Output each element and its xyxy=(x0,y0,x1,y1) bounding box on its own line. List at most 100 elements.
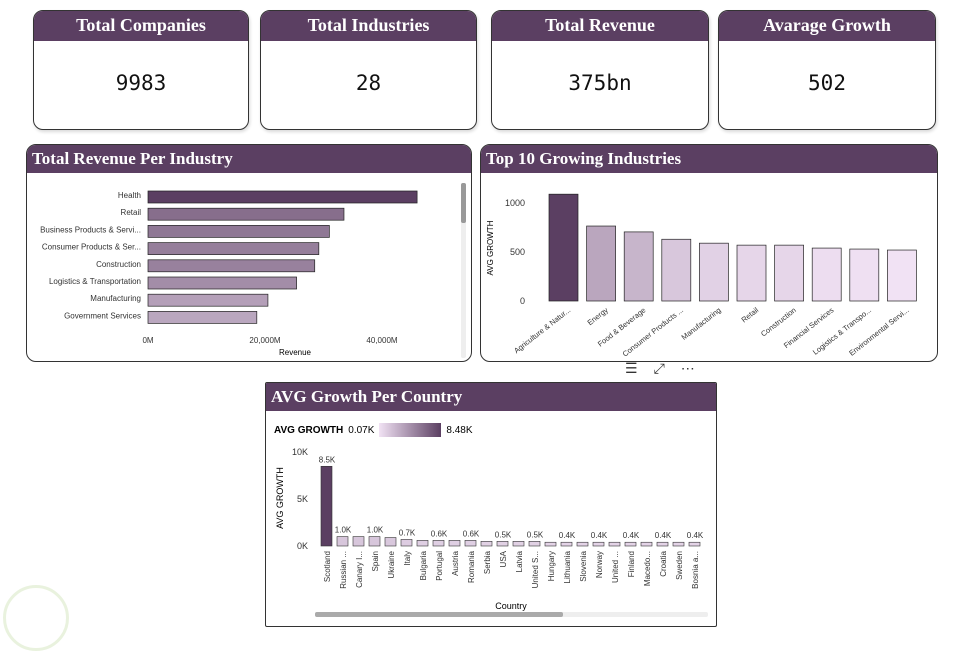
bar xyxy=(576,541,589,547)
category-label: Finland xyxy=(627,551,636,577)
category-label: Spain xyxy=(371,551,380,571)
x-tick-label: 0M xyxy=(142,336,153,345)
category-label: USA xyxy=(499,550,508,567)
category-label: Agriculture & Natur... xyxy=(512,305,572,355)
scrollbar-thumb[interactable] xyxy=(315,612,563,617)
filter-icon[interactable]: ☰ xyxy=(625,360,638,376)
bar xyxy=(147,242,320,255)
x-tick-label: 40,000M xyxy=(366,336,397,345)
category-label: United S... xyxy=(531,551,540,588)
bar xyxy=(887,249,917,302)
bar xyxy=(147,311,258,324)
category-label: Russian ... xyxy=(339,551,348,589)
kpi-total-revenue: Total Revenue 375bn xyxy=(491,10,709,130)
category-label: Slovenia xyxy=(579,550,588,581)
category-label: Italy xyxy=(403,551,412,566)
bar xyxy=(640,541,653,547)
category-label: Macedo... xyxy=(643,551,652,586)
data-label: 0.7K xyxy=(399,528,416,537)
bar xyxy=(811,247,842,302)
category-label: Norway xyxy=(595,551,604,578)
bar xyxy=(147,293,269,307)
bar xyxy=(464,540,477,547)
category-label: Manufacturing xyxy=(90,294,141,303)
category-label: Canary I... xyxy=(355,551,364,588)
panel-title: AVG Growth Per Country xyxy=(266,383,716,411)
bar xyxy=(548,193,579,302)
focus-mode-icon[interactable]: ⤢ xyxy=(653,360,665,376)
bar xyxy=(608,541,621,547)
category-label: Construction xyxy=(96,260,141,269)
bar xyxy=(336,536,349,547)
revenue-per-industry-panel: Total Revenue Per Industry Health Retail B… xyxy=(26,144,472,362)
bar xyxy=(661,238,692,302)
bar xyxy=(496,541,509,547)
x-axis-title: Country xyxy=(495,601,527,611)
y-tick-label: 500 xyxy=(510,247,525,257)
kpi-value: 375bn xyxy=(568,71,632,95)
bar xyxy=(656,541,669,547)
bar xyxy=(528,541,541,547)
growth-chart: 0 500 1000 AVG GROWTH Agriculture & Natur...… xyxy=(486,193,917,359)
bar xyxy=(672,541,685,547)
bar xyxy=(699,242,729,302)
bar xyxy=(512,541,525,547)
visual-header-icons: ☰ ⤢ ⋯ xyxy=(625,360,695,377)
category-label: Austria xyxy=(451,550,460,575)
bar xyxy=(368,536,381,547)
y-tick-label: 0K xyxy=(297,541,308,551)
color-legend: AVG GROWTH 0.07K 8.48K xyxy=(274,423,473,437)
category-label: Manufacturing xyxy=(680,305,723,341)
panel-title: Total Revenue Per Industry xyxy=(27,145,471,173)
kpi-title: Total Companies xyxy=(34,11,248,41)
category-label: Lithuania xyxy=(563,550,572,583)
panel-title: Top 10 Growing Industries xyxy=(481,145,937,173)
kpi-title: Avarage Growth xyxy=(719,11,935,41)
category-label: Croatia xyxy=(659,550,668,576)
bar xyxy=(736,244,767,302)
bar xyxy=(147,207,345,221)
kpi-total-industries: Total Industries 28 xyxy=(260,10,477,130)
bar xyxy=(400,539,413,547)
data-label: 0.4K xyxy=(591,531,608,540)
bar xyxy=(320,465,333,547)
category-label: Government Services xyxy=(64,311,141,320)
category-label: Logistics & Transportation xyxy=(49,277,141,286)
bar xyxy=(586,225,616,302)
bar xyxy=(352,536,365,547)
legend-label: AVG GROWTH xyxy=(274,424,344,436)
bar xyxy=(432,540,445,547)
bar xyxy=(560,541,573,547)
data-label: 0.4K xyxy=(559,531,576,540)
category-label: Bulgaria xyxy=(419,550,428,580)
x-axis-title: Revenue xyxy=(279,348,312,357)
growth-per-country-panel: AVG Growth Per Country AVG GROWTH 0.07K … xyxy=(265,382,717,627)
data-label: 1.0K xyxy=(367,526,384,535)
category-label: Sweden xyxy=(675,551,684,580)
bar xyxy=(448,540,461,547)
bar xyxy=(384,537,397,547)
data-label: 0.4K xyxy=(655,531,672,540)
more-options-icon[interactable]: ⋯ xyxy=(680,360,695,376)
data-label: 8.5K xyxy=(319,455,336,464)
kpi-value: 28 xyxy=(355,71,382,95)
category-label: Retail xyxy=(121,208,142,217)
kpi-title: Total Revenue xyxy=(492,11,708,41)
data-label: 0.5K xyxy=(527,530,544,539)
kpi-average-growth: Avarage Growth 502 xyxy=(718,10,936,130)
kpi-title: Total Industries xyxy=(261,11,476,41)
category-label: Health xyxy=(118,191,141,200)
legend-max: 8.48K xyxy=(446,424,473,436)
bar xyxy=(592,541,605,547)
y-tick-label: 10K xyxy=(292,447,308,457)
category-label: Bosnia a... xyxy=(691,551,700,589)
bar xyxy=(147,225,330,238)
bar xyxy=(774,244,804,302)
scrollbar-track xyxy=(461,183,466,358)
category-label: Ukraine xyxy=(387,550,396,578)
bar xyxy=(544,541,557,547)
y-axis-title: AVG GROWTH xyxy=(275,467,285,529)
y-tick-label: 1000 xyxy=(505,198,525,208)
scrollbar-thumb[interactable] xyxy=(461,183,466,223)
y-tick-label: 5K xyxy=(297,494,308,504)
